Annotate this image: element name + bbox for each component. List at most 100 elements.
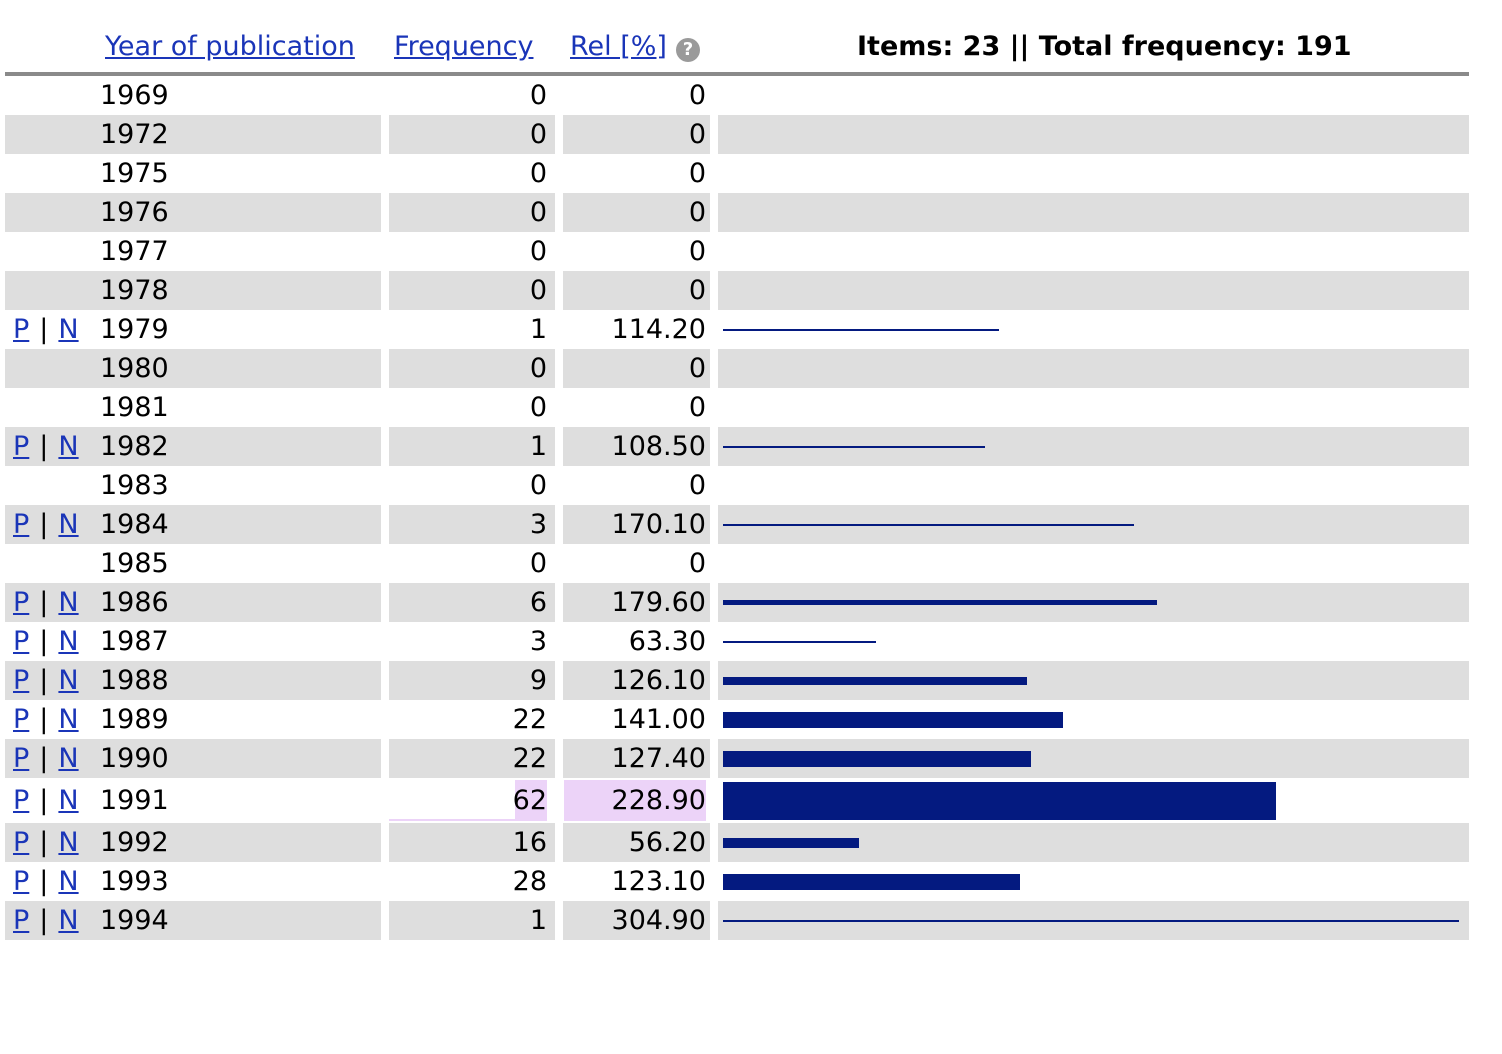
rel-percent-cell: 0 (688, 548, 706, 579)
link-separator: | (39, 314, 49, 345)
table-row: P | N 1982 1 108.50 (5, 427, 1469, 466)
p-link[interactable]: P (13, 785, 30, 816)
p-link[interactable]: P (13, 509, 30, 540)
n-link[interactable]: N (58, 314, 79, 345)
year-cell: 1981 (100, 392, 169, 423)
table-row: P | N 1990 22 127.40 (5, 739, 1469, 778)
year-cell: 1994 (100, 905, 169, 936)
year-cell: 1986 (100, 587, 169, 618)
n-link[interactable]: N (58, 743, 79, 774)
year-cell: 1990 (100, 743, 169, 774)
column-divider (381, 271, 389, 310)
table-row: P | N 1992 16 56.20 (5, 823, 1469, 862)
n-link[interactable]: N (58, 431, 79, 462)
column-divider (381, 427, 389, 466)
frequency-cell: 28 (512, 866, 547, 897)
column-divider (381, 778, 389, 823)
link-separator: | (39, 866, 49, 897)
frequency-table: Year of publication Frequency Rel [%] ? … (5, 24, 1469, 940)
n-link[interactable]: N (58, 785, 79, 816)
column-divider (710, 193, 718, 232)
column-divider (381, 661, 389, 700)
frequency-cell: 16 (512, 827, 547, 858)
year-cell: 1985 (100, 548, 169, 579)
p-link[interactable]: P (13, 704, 30, 735)
table-row: 1983 0 0 (5, 466, 1469, 505)
year-cell: 1991 (100, 785, 169, 816)
n-link[interactable]: N (58, 626, 79, 657)
p-link[interactable]: P (13, 587, 30, 618)
p-link[interactable]: P (13, 626, 30, 657)
column-divider (710, 862, 718, 901)
year-cell: 1979 (100, 314, 169, 345)
rel-percent-sort-link[interactable]: Rel [%] (570, 31, 667, 62)
help-icon[interactable]: ? (676, 38, 700, 62)
frequency-cell: 0 (529, 548, 547, 579)
rel-percent-cell: 0 (688, 353, 706, 384)
column-divider (710, 76, 718, 115)
column-divider (555, 232, 563, 271)
rel-bar (723, 919, 1459, 922)
column-divider (555, 739, 563, 778)
frequency-cell: 3 (529, 509, 547, 540)
year-cell: 1982 (100, 431, 169, 462)
link-separator: | (39, 827, 49, 858)
frequency-sort-link[interactable]: Frequency (394, 31, 534, 62)
n-link[interactable]: N (58, 704, 79, 735)
rel-percent-cell: 304.90 (611, 905, 706, 936)
row-links: P | N (13, 427, 79, 466)
frequency-cell: 3 (529, 626, 547, 657)
column-divider (555, 862, 563, 901)
table-row: P | N 1988 9 126.10 (5, 661, 1469, 700)
row-links: P | N (13, 823, 79, 862)
rel-bar (723, 445, 985, 448)
n-link[interactable]: N (58, 827, 79, 858)
frequency-cell: 22 (512, 743, 547, 774)
p-link[interactable]: P (13, 905, 30, 936)
rel-percent-cell: 63.30 (628, 626, 706, 657)
p-link[interactable]: P (13, 743, 30, 774)
column-divider (381, 700, 389, 739)
p-link[interactable]: P (13, 827, 30, 858)
column-divider (710, 622, 718, 661)
column-divider (381, 739, 389, 778)
rel-percent-cell: 123.10 (611, 866, 706, 897)
column-divider (555, 823, 563, 862)
rel-bar (723, 781, 1276, 820)
year-cell: 1980 (100, 353, 169, 384)
table-header: Year of publication Frequency Rel [%] ? … (5, 24, 1469, 76)
table-row: 1969 0 0 (5, 76, 1469, 115)
column-divider (381, 823, 389, 862)
column-divider (555, 700, 563, 739)
column-divider (555, 115, 563, 154)
rel-percent-cell: 228.90 (611, 785, 706, 816)
n-link[interactable]: N (58, 587, 79, 618)
table-row: 1980 0 0 (5, 349, 1469, 388)
n-link[interactable]: N (58, 509, 79, 540)
table-row: P | N 1989 22 141.00 (5, 700, 1469, 739)
column-divider (555, 583, 563, 622)
rel-percent-cell: 0 (688, 80, 706, 111)
n-link[interactable]: N (58, 665, 79, 696)
column-divider (381, 115, 389, 154)
column-divider (710, 901, 718, 940)
column-divider (381, 193, 389, 232)
p-link[interactable]: P (13, 665, 30, 696)
rel-percent-cell: 179.60 (611, 587, 706, 618)
n-link[interactable]: N (58, 866, 79, 897)
table-row: P | N 1991 62 228.90 (5, 778, 1469, 823)
p-link[interactable]: P (13, 314, 30, 345)
year-cell: 1976 (100, 197, 169, 228)
p-link[interactable]: P (13, 866, 30, 897)
year-cell: 1972 (100, 119, 169, 150)
column-divider (555, 310, 563, 349)
column-divider (555, 154, 563, 193)
year-of-publication-sort-link[interactable]: Year of publication (105, 31, 355, 62)
p-link[interactable]: P (13, 431, 30, 462)
n-link[interactable]: N (58, 905, 79, 936)
column-divider (381, 349, 389, 388)
rel-percent-cell: 0 (688, 119, 706, 150)
year-cell: 1975 (100, 158, 169, 189)
frequency-cell: 22 (512, 704, 547, 735)
rel-bar (723, 873, 1020, 890)
